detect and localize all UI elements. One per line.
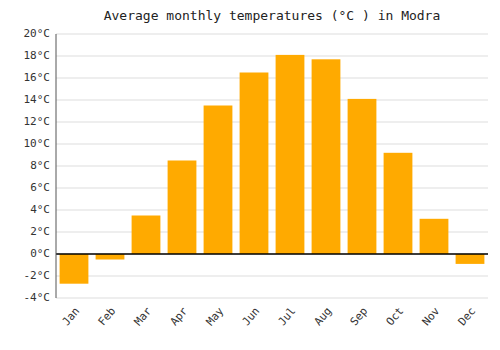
grid-line [56,276,488,277]
bar [132,216,161,255]
y-axis-line [56,34,57,298]
grid-line [56,166,488,167]
grid-line [56,122,488,123]
grid-line [56,254,488,255]
bar [420,219,449,254]
grid-line [56,188,488,189]
y-tick-label: -2°C [24,269,51,282]
x-tick-label: Jun [240,305,263,329]
x-tick-label: Nov [420,304,443,328]
y-tick-label: 18°C [24,49,51,62]
x-tick-label: Apr [168,304,191,328]
bar [96,254,125,260]
x-tick-label: Mar [132,304,155,328]
grid [56,34,488,298]
y-tick-label: 14°C [24,93,51,106]
bar [240,73,269,255]
bar [456,254,485,264]
y-tick-label: 10°C [24,137,51,150]
bar [204,106,233,255]
bar [168,161,197,255]
bar [60,254,89,284]
bar [348,99,377,254]
x-tick-label: Jan [60,305,83,329]
y-tick-label: 4°C [30,203,50,216]
y-tick-label: 0°C [30,247,50,260]
bars [60,55,485,284]
grid-line [56,298,488,299]
title: Average monthly temperatures (°C ) in Mo… [104,8,441,23]
bar [276,55,305,254]
y-tick-label: 20°C [24,27,51,40]
y-tick-label: -4°C [24,291,51,304]
y-tick-labels: -4°C -2°C 0°C 2°C 4°C 6°C 8°C 10°C 12°C 14°C 16°C 1… [24,27,51,304]
x-tick-label: Oct [384,305,407,329]
x-tick-label: Sep [348,305,371,329]
x-tick-label: Feb [96,305,119,329]
x-tick-label: Aug [312,305,335,329]
x-tick-labels: Jan Feb Mar Apr May Jun Jul Aug Sep Oct Nov Dec [60,304,479,328]
chart: -4°C -2°C 0°C 2°C 4°C 6°C 8°C 10°C 12°C 14°C 16°C 1… [0,0,500,350]
y-tick-label: 2°C [30,225,50,238]
x-tick-label: Dec [456,305,479,329]
grid-line [56,56,488,57]
chart-container: -4°C -2°C 0°C 2°C 4°C 6°C 8°C 10°C 12°C 14°C 16°C 1… [0,0,500,350]
y-tick-label: 8°C [30,159,50,172]
grid-line [56,100,488,101]
y-tick-label: 16°C [24,71,51,84]
baseline [56,253,488,255]
y-tick-label: 6°C [30,181,50,194]
grid-line [56,144,488,145]
y-tick-label: 12°C [24,115,51,128]
bar [384,153,413,254]
bar [312,59,341,254]
x-tick-label: Jul [276,305,299,329]
x-tick-label: May [204,304,227,328]
grid-line [56,210,488,211]
grid-line [56,78,488,79]
grid-line [56,34,488,35]
